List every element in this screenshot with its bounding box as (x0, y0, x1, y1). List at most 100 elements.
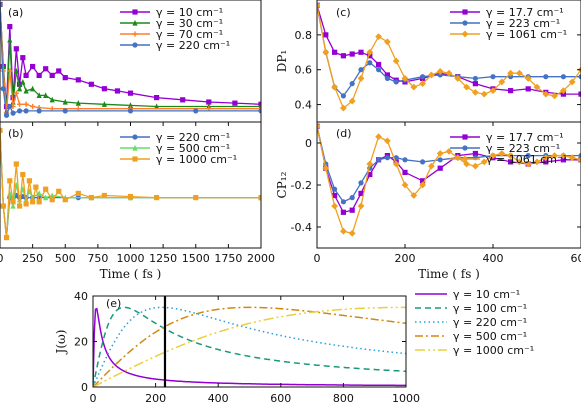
panel-label: (e) (106, 297, 121, 310)
y-tick-label: 20 (74, 336, 88, 349)
data-point (23, 101, 29, 107)
y-axis-label: CP₁₂ (275, 171, 289, 198)
data-point (376, 157, 382, 163)
series-3 (317, 1, 581, 112)
data-point (16, 203, 23, 209)
data-point (420, 74, 426, 80)
data-point (340, 227, 347, 235)
data-point (101, 86, 107, 92)
legend-marker (462, 134, 468, 140)
data-point (367, 53, 373, 59)
x-tick-label: 600 (270, 392, 291, 405)
data-point (568, 154, 576, 162)
data-point (437, 165, 443, 171)
data-point (489, 87, 497, 95)
data-point (127, 193, 134, 200)
data-point (410, 83, 418, 91)
data-point (30, 63, 36, 70)
data-point (154, 195, 160, 201)
data-point (420, 178, 426, 184)
data-point (490, 74, 496, 80)
data-point (180, 97, 186, 103)
data-point (36, 108, 42, 114)
data-point (13, 161, 19, 167)
data-point (20, 55, 26, 61)
data-point (33, 184, 39, 190)
data-point (480, 158, 488, 166)
data-point (349, 207, 355, 213)
data-point (7, 24, 13, 30)
legend: γ = 17.7 cm⁻¹γ = 223 cm⁻¹γ = 1061 cm⁻¹ (450, 131, 567, 166)
legend-label: γ = 10 cm⁻¹ (453, 288, 520, 301)
data-point (366, 48, 374, 56)
data-point (193, 195, 199, 201)
legend-marker (461, 30, 469, 38)
data-point (498, 78, 506, 86)
data-point (384, 38, 391, 46)
data-point (384, 155, 390, 161)
data-point (577, 156, 581, 164)
data-point (401, 75, 409, 82)
legend-label: γ = 17.7 cm⁻¹ (486, 131, 564, 144)
data-point (3, 112, 10, 118)
data-point (472, 88, 479, 96)
series-2 (0, 1, 261, 114)
data-point (258, 106, 261, 112)
data-point (323, 32, 329, 38)
data-point (367, 171, 373, 178)
data-point (445, 69, 453, 77)
y-tick-label: 0 (81, 381, 88, 394)
panel-label: (b) (8, 127, 24, 140)
data-point (30, 199, 36, 205)
panel-label: (c) (336, 6, 351, 19)
data-point (507, 152, 514, 159)
data-point (193, 108, 199, 114)
plot-area (93, 306, 406, 387)
data-point (348, 97, 356, 105)
series-3 (317, 122, 581, 237)
legend-marker (132, 9, 138, 15)
data-point (340, 53, 346, 59)
series-line (93, 307, 406, 387)
legend-marker (132, 31, 138, 37)
data-point (322, 48, 330, 56)
data-point (340, 209, 346, 215)
legend-marker (461, 155, 469, 163)
legend-marker (132, 134, 138, 140)
data-point (568, 78, 576, 86)
x-tick-label: 1000 (117, 252, 145, 265)
data-point (508, 159, 514, 165)
data-point (88, 195, 94, 201)
x-tick-label: 1250 (149, 252, 177, 265)
data-point (23, 201, 29, 207)
data-point (375, 33, 382, 40)
x-tick-label: 800 (333, 392, 354, 405)
y-tick-label: 0.4 (295, 99, 313, 112)
legend-marker (132, 156, 138, 162)
data-point (358, 67, 364, 73)
data-point (20, 78, 26, 85)
data-point (3, 234, 10, 241)
data-point (392, 57, 400, 65)
data-point (75, 190, 81, 196)
data-point (56, 68, 62, 74)
series-3 (0, 1, 261, 116)
legend-label: γ = 223 cm⁻¹ (486, 17, 560, 30)
legend-label: γ = 10 cm⁻¹ (156, 6, 223, 19)
data-point (75, 77, 81, 83)
y-tick-label: -0.4 (291, 221, 312, 234)
data-point (560, 87, 567, 95)
legend-label: γ = 1000 cm⁻¹ (453, 344, 534, 357)
data-point (392, 160, 400, 168)
data-point (0, 127, 3, 133)
data-point (23, 108, 29, 114)
y-tick-label: 0.6 (295, 64, 313, 77)
data-point (258, 195, 261, 201)
data-point (13, 90, 19, 96)
y-tick-label: -0.2 (291, 179, 312, 192)
data-point (560, 91, 566, 97)
series-3 (0, 127, 261, 241)
data-point (375, 133, 382, 141)
data-point (525, 86, 531, 92)
data-point (16, 85, 23, 92)
